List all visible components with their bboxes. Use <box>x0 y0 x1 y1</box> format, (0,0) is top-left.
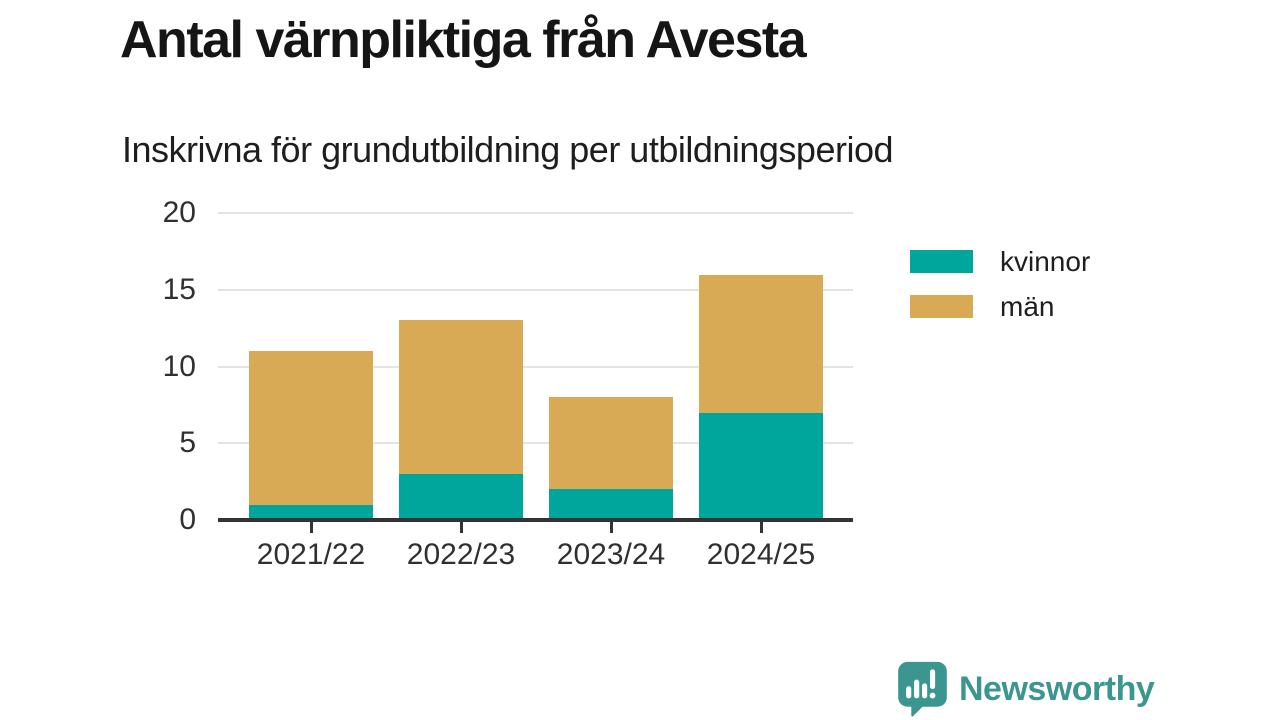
legend: kvinnor män <box>910 245 1091 322</box>
legend-swatch-man <box>910 295 973 318</box>
bar-segment-kvinnor <box>549 489 673 520</box>
newsworthy-wordmark: Newsworthy <box>959 669 1155 708</box>
chart-title: Antal värnpliktiga från Avesta <box>120 11 807 69</box>
chart-subtitle: Inskrivna för grundutbildning per utbild… <box>122 129 894 170</box>
gridline <box>218 365 853 368</box>
y-axis-tick-label: 10 <box>162 349 196 383</box>
x-axis-line <box>218 518 853 522</box>
x-axis-tick-label: 2021/22 <box>256 538 366 571</box>
legend-item-man: män <box>910 290 1090 322</box>
legend-swatch-kvinnor <box>910 250 973 273</box>
bar-segment-man <box>249 351 373 505</box>
x-axis-tick <box>759 520 763 533</box>
bar-segment-man <box>399 320 523 474</box>
x-axis-tick-label: 2023/24 <box>556 538 666 571</box>
gridline <box>218 212 853 214</box>
gridline <box>218 288 853 291</box>
bar-segment-kvinnor <box>699 413 823 520</box>
x-axis-tick-label: 2022/23 <box>406 538 516 571</box>
legend-item-kvinnor: kvinnor <box>910 245 1091 277</box>
x-axis-tick-label: 2024/25 <box>706 538 816 571</box>
gridline <box>218 442 853 445</box>
x-axis-tick <box>309 520 313 533</box>
y-axis-tick-label: 0 <box>179 503 196 536</box>
newsworthy-bubble-chart-icon <box>898 661 947 717</box>
y-axis-tick-label: 15 <box>162 272 196 306</box>
x-axis-tick <box>609 520 613 533</box>
bar-segment-kvinnor <box>249 505 373 520</box>
y-axis-tick-label: 20 <box>162 196 196 229</box>
y-axis-tick-label: 5 <box>179 426 196 460</box>
legend-label: kvinnor <box>1000 245 1091 277</box>
x-axis-tick <box>459 520 463 533</box>
newsworthy-logo[interactable]: Newsworthy <box>895 660 1155 718</box>
legend-label: män <box>1000 290 1055 322</box>
bar-segment-man <box>549 397 673 489</box>
bar-segment-man <box>699 275 823 413</box>
bar-segment-kvinnor <box>399 474 523 520</box>
